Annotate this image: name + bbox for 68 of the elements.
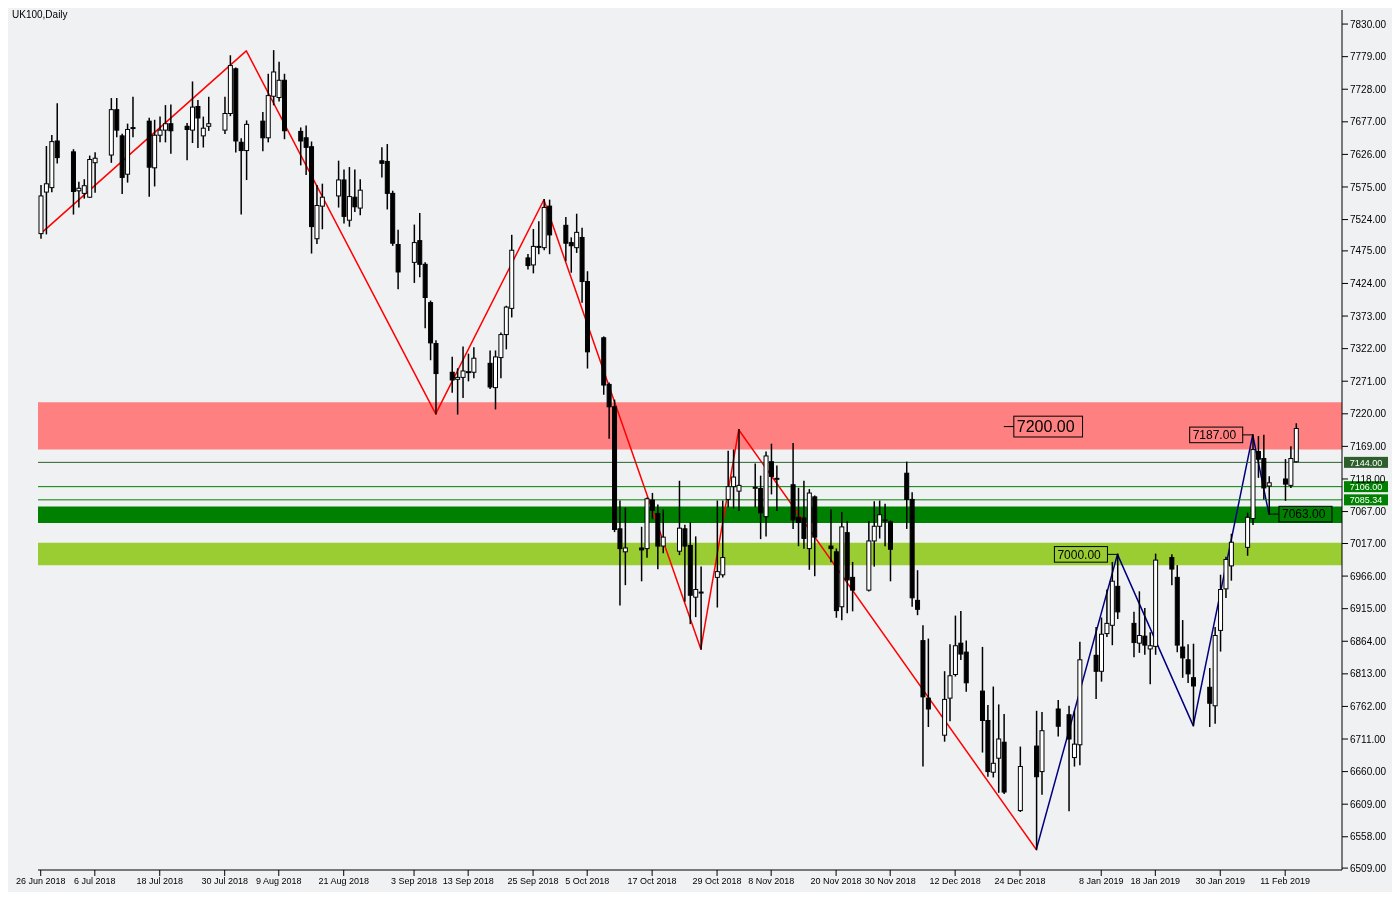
candlestick bbox=[200, 116, 206, 148]
candlestick bbox=[1180, 620, 1186, 678]
y-tick-label: 7067.00 bbox=[1350, 506, 1387, 518]
y-tick-label: 6915.00 bbox=[1350, 603, 1387, 615]
y-tick-label: 7524.00 bbox=[1350, 214, 1387, 226]
annotation: 7200.00 bbox=[1016, 418, 1075, 436]
candlestick bbox=[925, 638, 931, 727]
y-tick-label: 6813.00 bbox=[1350, 668, 1387, 680]
x-tick-label: 25 Sep 2018 bbox=[507, 876, 559, 887]
y-tick-label: 6558.00 bbox=[1350, 831, 1387, 843]
x-tick-label: 30 Jul 2018 bbox=[201, 876, 248, 887]
y-tick-label: 7779.00 bbox=[1350, 51, 1387, 63]
y-tick-label: 6762.00 bbox=[1350, 700, 1387, 712]
y-tick-label: 6609.00 bbox=[1350, 798, 1387, 810]
candlestick bbox=[1055, 699, 1061, 737]
x-tick-label: 29 Oct 2018 bbox=[692, 876, 742, 887]
x-tick-label: 12 Dec 2018 bbox=[929, 876, 981, 887]
y-tick-label: 7830.00 bbox=[1350, 18, 1387, 30]
x-tick-label: 13 Sep 2018 bbox=[442, 876, 494, 887]
y-tick-label: 7677.00 bbox=[1350, 116, 1387, 128]
y-tick-label: 7475.00 bbox=[1350, 245, 1387, 257]
y-tick-label: 7017.00 bbox=[1350, 538, 1387, 550]
x-tick-label: 26 Jun 2018 bbox=[15, 876, 66, 887]
candlestick bbox=[130, 96, 136, 138]
x-tick-label: 8 Jan 2019 bbox=[1078, 876, 1124, 887]
annotation: UK100,Daily bbox=[12, 9, 68, 20]
x-tick-label: 20 Nov 2018 bbox=[810, 876, 862, 887]
y-tick-label: 7322.00 bbox=[1350, 343, 1387, 355]
x-tick-label: 3 Sep 2018 bbox=[391, 876, 438, 887]
y-tick-label: 6509.00 bbox=[1350, 862, 1387, 874]
annotation: 7063.00 bbox=[1281, 507, 1326, 522]
y-tick-label: 6660.00 bbox=[1350, 766, 1387, 778]
y-tick-label: 6966.00 bbox=[1350, 570, 1387, 582]
y-tick-label: 7728.00 bbox=[1350, 83, 1387, 95]
x-tick-label: 18 Jul 2018 bbox=[136, 876, 184, 887]
x-tick-label: 5 Oct 2018 bbox=[565, 876, 610, 887]
x-tick-label: 8 Nov 2018 bbox=[748, 876, 795, 887]
candlestick bbox=[1185, 644, 1191, 683]
x-tick-label: 30 Nov 2018 bbox=[864, 876, 916, 887]
candlestick bbox=[774, 465, 780, 512]
x-tick-label: 17 Oct 2018 bbox=[627, 876, 677, 887]
x-tick-label: 24 Dec 2018 bbox=[994, 876, 1046, 887]
x-tick-label: 6 Jul 2018 bbox=[74, 876, 116, 887]
y-tick-label: 7626.00 bbox=[1350, 148, 1387, 160]
candlestick bbox=[1191, 643, 1196, 727]
y-tick-label: 7424.00 bbox=[1350, 278, 1387, 290]
annotation: 7187.00 bbox=[1192, 428, 1237, 443]
ref-line-label: 7144.00 bbox=[1349, 457, 1383, 468]
candlestick bbox=[947, 644, 953, 722]
y-tick-label: 7575.00 bbox=[1350, 181, 1387, 193]
y-tick-label: 7220.00 bbox=[1350, 408, 1387, 420]
ref-line-label: 7106.00 bbox=[1349, 482, 1383, 493]
ref-line-label: 7085.34 bbox=[1349, 495, 1383, 506]
x-tick-label: 11 Feb 2019 bbox=[1260, 876, 1311, 887]
annotation: 7000.00 bbox=[1057, 547, 1102, 562]
candlestick bbox=[206, 96, 212, 131]
x-tick-label: 30 Jan 2019 bbox=[1195, 876, 1246, 887]
y-tick-label: 6864.00 bbox=[1350, 635, 1387, 647]
y-tick-label: 6711.00 bbox=[1350, 733, 1386, 745]
candlestick bbox=[915, 570, 921, 616]
candlestick bbox=[1169, 554, 1175, 586]
x-tick-label: 21 Aug 2018 bbox=[318, 876, 369, 887]
y-tick-label: 7169.00 bbox=[1350, 440, 1387, 452]
y-tick-label: 7373.00 bbox=[1350, 310, 1387, 322]
x-tick-label: 18 Jan 2019 bbox=[1130, 876, 1181, 887]
y-tick-label: 7271.00 bbox=[1350, 375, 1387, 387]
x-tick-label: 9 Aug 2018 bbox=[256, 876, 302, 887]
candlestick bbox=[828, 509, 834, 563]
